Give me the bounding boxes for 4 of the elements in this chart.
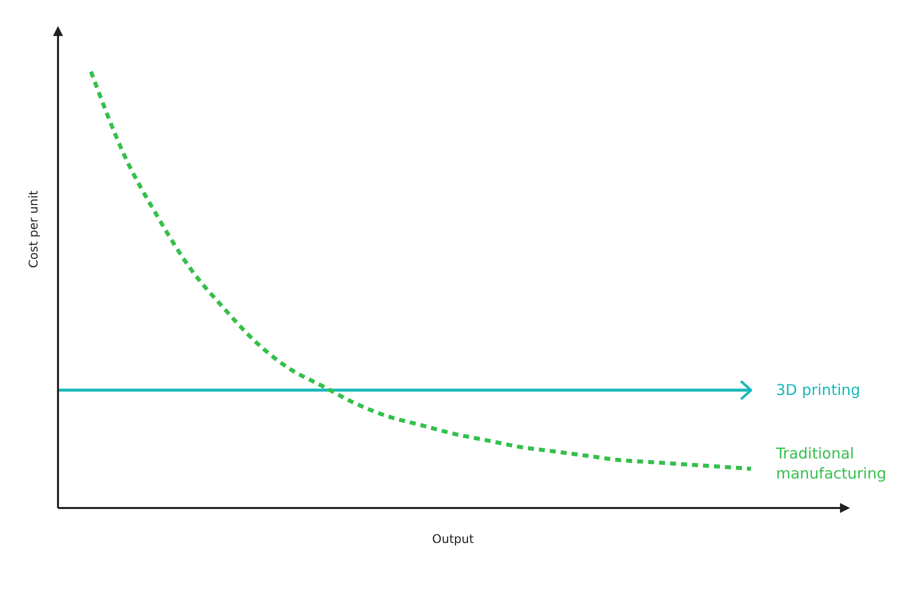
- series-label: Traditional manufacturing: [774, 444, 886, 483]
- x-axis-title: Output: [432, 532, 474, 546]
- y-axis-title: Cost per unit: [26, 190, 40, 268]
- series-label: 3D printing: [776, 381, 860, 400]
